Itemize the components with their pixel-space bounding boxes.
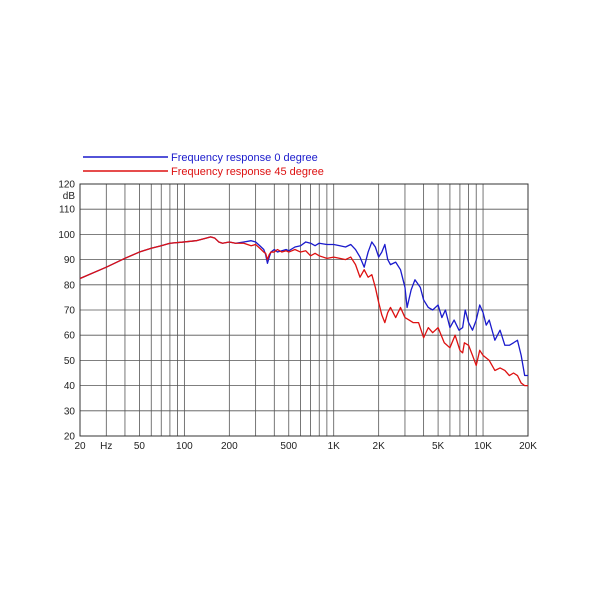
- y-tick-label: 30: [64, 406, 76, 417]
- series-line-45-degree: [79, 236, 528, 387]
- legend: Frequency response 0 degree Frequency res…: [83, 152, 324, 178]
- x-tick-label: 500: [280, 441, 297, 452]
- y-tick-label: 70: [64, 306, 76, 317]
- series-lines: [79, 236, 528, 387]
- y-tick-label: 80: [64, 280, 76, 291]
- plot-frame: [79, 183, 529, 437]
- y-tick-label: 20: [64, 432, 76, 443]
- x-tick-labels: 20 Hz 50 100 200 500 1K 2K 5K 10K 20K: [74, 441, 537, 452]
- y-tick-label: 60: [64, 331, 76, 342]
- y-tick-label: 90: [64, 255, 76, 266]
- legend-label: Frequency response 0 degree: [171, 152, 318, 164]
- x-tick-label: 50: [134, 441, 146, 452]
- x-tick-label: 200: [221, 441, 238, 452]
- y-tick-label: 100: [58, 230, 75, 241]
- x-tick-label: 1K: [328, 441, 341, 452]
- x-tick-label: 20: [74, 441, 86, 452]
- x-tick-label: 20K: [519, 441, 537, 452]
- series-line-0-degree: [79, 236, 528, 377]
- y-tick-labels: 20 30 40 50 60 70 80 90 100 110 120: [58, 180, 75, 443]
- x-tick-label: 5K: [432, 441, 445, 452]
- y-tick-label: 50: [64, 356, 76, 367]
- y-axis-label: dB: [63, 191, 76, 202]
- x-tick-label: 2K: [373, 441, 386, 452]
- y-tick-label: 110: [59, 205, 75, 216]
- legend-label: Frequency response 45 degree: [171, 166, 324, 178]
- x-tick-label: 10K: [474, 441, 492, 452]
- y-tick-label: 120: [58, 180, 75, 191]
- y-tick-label: 40: [64, 381, 76, 392]
- grid: [79, 183, 529, 437]
- x-tick-label: Hz: [100, 441, 112, 452]
- x-tick-label: 100: [176, 441, 193, 452]
